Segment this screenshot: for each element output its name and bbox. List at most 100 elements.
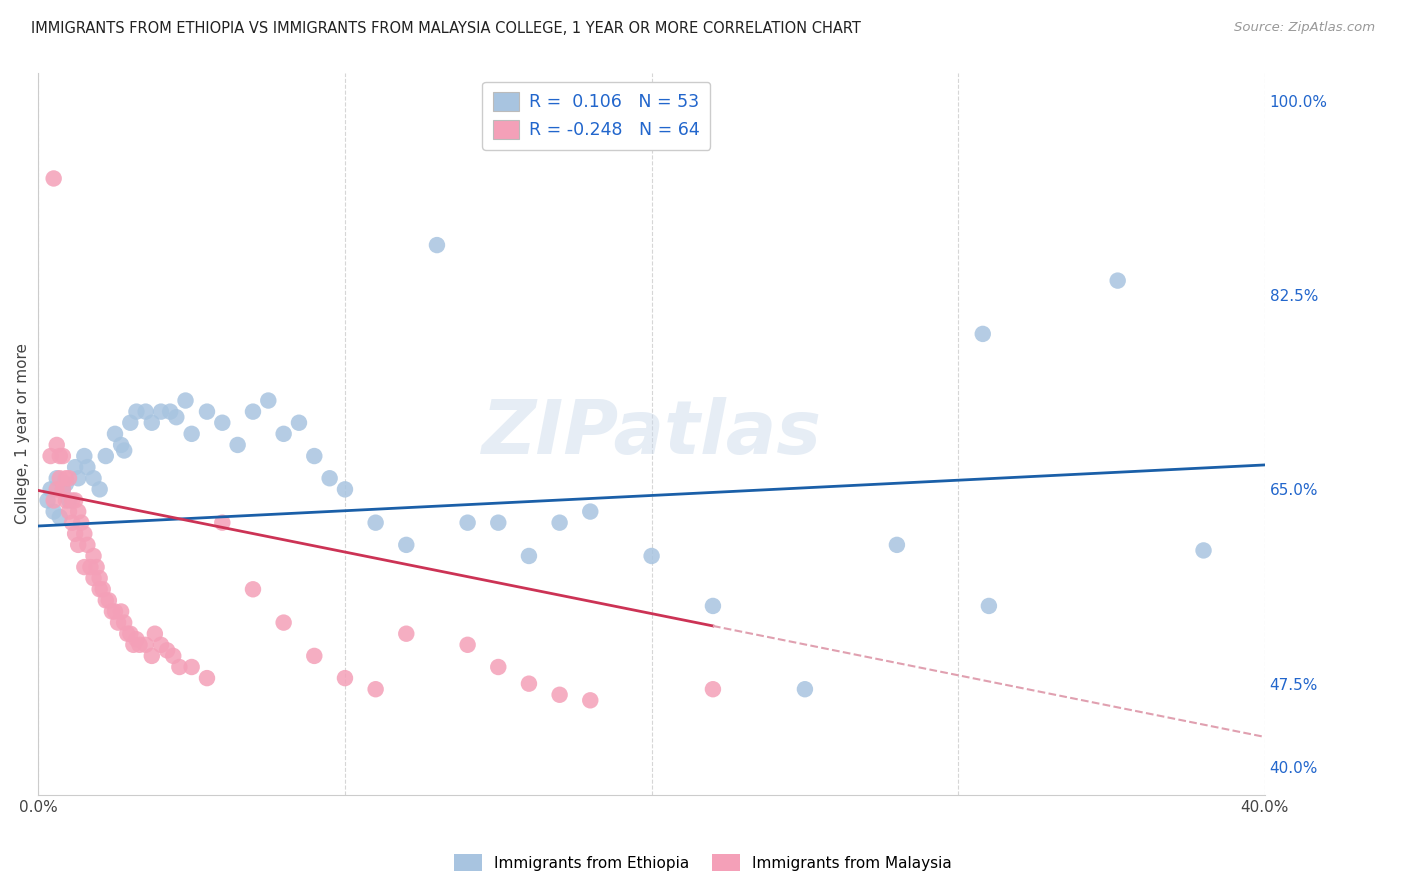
Point [42, 505, 65, 519]
Point [135, 404, 157, 418]
Point [364, 516, 387, 530]
Point [37, 493, 59, 508]
Point [548, 516, 571, 530]
Point [110, 605, 132, 619]
Point [49, 449, 72, 463]
Point [149, 638, 172, 652]
Point [457, 516, 479, 530]
Point [49, 510, 72, 524]
Point [94, 593, 117, 607]
Point [486, 660, 509, 674]
Point [395, 626, 418, 640]
Point [211, 516, 233, 530]
Point [67, 471, 90, 485]
Point [42, 171, 65, 186]
Point [58, 493, 80, 508]
Point [45, 483, 67, 497]
Point [1192, 543, 1215, 558]
Point [169, 660, 191, 674]
Text: Source: ZipAtlas.com: Source: ZipAtlas.com [1234, 21, 1375, 34]
Point [52, 483, 75, 497]
Point [83, 471, 105, 485]
Point [42, 493, 65, 508]
Point [143, 626, 166, 640]
Point [886, 538, 908, 552]
Point [122, 638, 145, 652]
Point [79, 560, 101, 574]
Point [304, 449, 326, 463]
Point [180, 660, 202, 674]
Point [486, 516, 509, 530]
Legend: R =  0.106   N = 53, R = -0.248   N = 64: R = 0.106 N = 53, R = -0.248 N = 64 [482, 82, 710, 150]
Point [120, 416, 142, 430]
Point [89, 582, 111, 597]
Point [195, 404, 218, 418]
Point [364, 682, 387, 697]
Point [702, 682, 724, 697]
Point [977, 599, 1000, 613]
Point [273, 426, 295, 441]
Point [58, 471, 80, 485]
Point [58, 505, 80, 519]
Point [395, 538, 418, 552]
Point [52, 483, 75, 497]
Point [112, 443, 135, 458]
Point [110, 438, 132, 452]
Point [125, 404, 148, 418]
Point [180, 426, 202, 441]
Point [60, 516, 83, 530]
Point [793, 682, 815, 697]
Point [45, 438, 67, 452]
Point [101, 605, 124, 619]
Point [60, 493, 83, 508]
Point [39, 483, 62, 497]
Point [76, 538, 98, 552]
Point [73, 560, 96, 574]
Point [70, 516, 93, 530]
Point [55, 493, 77, 508]
Point [73, 449, 96, 463]
Point [165, 410, 187, 425]
Point [67, 538, 90, 552]
Point [73, 526, 96, 541]
Point [55, 476, 77, 491]
Point [195, 671, 218, 685]
Point [39, 449, 62, 463]
Legend: Immigrants from Ethiopia, Immigrants from Malaysia: Immigrants from Ethiopia, Immigrants fro… [449, 848, 957, 877]
Point [89, 571, 111, 585]
Point [63, 526, 86, 541]
Y-axis label: College, 1 year or more: College, 1 year or more [15, 343, 30, 524]
Point [89, 483, 111, 497]
Point [97, 593, 120, 607]
Point [211, 416, 233, 430]
Point [149, 404, 172, 418]
Point [52, 449, 75, 463]
Point [273, 615, 295, 630]
Point [318, 471, 340, 485]
Point [83, 571, 105, 585]
Point [104, 605, 127, 619]
Point [55, 471, 77, 485]
Point [45, 471, 67, 485]
Point [288, 416, 311, 430]
Point [117, 626, 139, 640]
Point [86, 560, 108, 574]
Point [242, 404, 264, 418]
Point [640, 549, 662, 563]
Point [226, 438, 249, 452]
Point [159, 404, 181, 418]
Point [333, 671, 356, 685]
Point [63, 493, 86, 508]
Point [67, 505, 90, 519]
Point [91, 582, 114, 597]
Point [579, 505, 602, 519]
Point [457, 638, 479, 652]
Point [304, 648, 326, 663]
Point [548, 688, 571, 702]
Text: ZIPatlas: ZIPatlas [482, 397, 821, 470]
Point [63, 460, 86, 475]
Point [128, 638, 150, 652]
Point [49, 471, 72, 485]
Point [120, 626, 142, 640]
Point [333, 483, 356, 497]
